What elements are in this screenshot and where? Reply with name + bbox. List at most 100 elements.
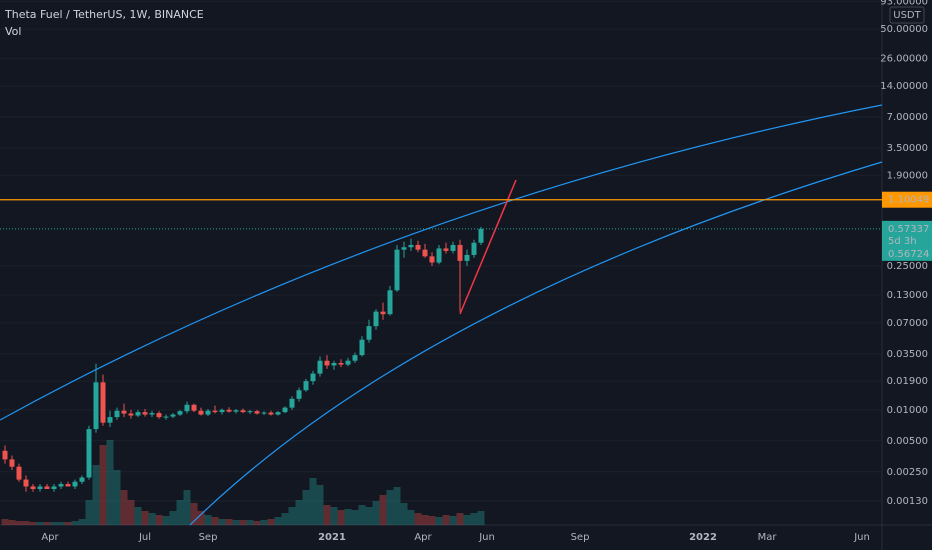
candle-body xyxy=(317,360,323,374)
volume-bar xyxy=(414,513,422,525)
volume-bar xyxy=(260,520,268,525)
volume-bar xyxy=(295,500,303,525)
volume-bar xyxy=(246,520,254,525)
volume-bar xyxy=(218,519,226,525)
candle-body xyxy=(226,409,232,412)
volume-bar xyxy=(36,522,44,525)
x-tick-label: Sep xyxy=(199,532,218,543)
y-tick-label: 0.25000 xyxy=(887,261,928,272)
candle-body xyxy=(170,414,176,417)
volume-bar xyxy=(274,517,282,525)
volume-bar xyxy=(267,519,275,525)
volume-bar xyxy=(78,519,86,525)
volume-bar xyxy=(393,487,401,525)
candle-body xyxy=(289,398,295,408)
volume-label: Vol xyxy=(5,25,21,38)
candle-body xyxy=(310,373,316,382)
volume-bar xyxy=(148,513,156,525)
volume-bar xyxy=(211,517,219,525)
volume-bar xyxy=(323,505,331,525)
candle-body xyxy=(79,477,85,482)
y-tick-label: 1.90000 xyxy=(887,170,928,181)
chart-title: Theta Fuel / TetherUS, 1W, BINANCE xyxy=(4,8,204,21)
candle-body xyxy=(331,363,337,366)
volume-bar xyxy=(204,515,212,525)
candle-body xyxy=(359,339,365,356)
volume-bar xyxy=(344,509,352,525)
fib-arc xyxy=(189,161,883,526)
volume-bar xyxy=(302,490,310,525)
candle-body xyxy=(128,413,134,416)
volume-bar xyxy=(428,516,436,525)
y-tick-label: 0.00500 xyxy=(887,436,928,447)
volume-bar xyxy=(407,510,415,525)
candle-body xyxy=(100,382,106,423)
volume-bar xyxy=(57,522,65,525)
candle-body xyxy=(107,417,113,423)
candle-body xyxy=(44,486,50,490)
volume-bar xyxy=(134,507,142,525)
candle-body xyxy=(72,481,78,487)
y-tick-label: 0.00130 xyxy=(887,496,928,507)
price-label: 0.56724 xyxy=(888,249,929,260)
volume-bar xyxy=(470,513,478,525)
y-tick-label: 0.01900 xyxy=(887,376,928,387)
candle-body xyxy=(415,244,421,250)
candle-body xyxy=(9,459,15,467)
candle-body xyxy=(121,410,127,414)
candle-body xyxy=(275,412,281,415)
candle-body xyxy=(422,249,428,257)
volume-bar xyxy=(183,490,191,525)
candle-body xyxy=(338,363,344,365)
volume-bar xyxy=(99,445,107,525)
candle-body xyxy=(205,410,211,415)
volume-bar xyxy=(442,515,450,525)
candle-body xyxy=(16,466,22,480)
candle-body xyxy=(2,450,8,460)
candle-body xyxy=(457,244,463,261)
volume-bar xyxy=(288,507,296,525)
x-tick-label: Sep xyxy=(571,532,590,543)
y-tick-label: 50.00000 xyxy=(880,24,928,35)
y-tick-label: 93.00000 xyxy=(880,0,928,7)
currency-box[interactable] xyxy=(889,6,925,24)
volume-bar xyxy=(477,511,485,525)
y-tick-label: 26.00000 xyxy=(880,53,928,64)
y-tick-label: 0.00250 xyxy=(887,467,928,478)
candle-body xyxy=(387,290,393,315)
countdown: 5d 3h xyxy=(888,236,917,247)
candle-body xyxy=(23,479,29,487)
plot-area xyxy=(0,0,882,525)
volume-bar xyxy=(64,522,72,525)
candle-body xyxy=(380,311,386,315)
volume-bar xyxy=(386,490,394,525)
level-label: 1.10049 xyxy=(888,195,929,206)
candle-body xyxy=(30,486,36,490)
volume-bar xyxy=(106,440,114,525)
volume-bar xyxy=(239,520,247,525)
volume-bar xyxy=(43,522,51,525)
volume-bar xyxy=(365,507,373,525)
candle-body xyxy=(135,412,141,416)
volume-bar xyxy=(281,513,289,525)
candle-body xyxy=(93,382,99,430)
candle-body xyxy=(149,413,155,415)
volume-bar xyxy=(176,500,184,525)
candle-body xyxy=(352,355,358,361)
price-label: 0.57337 xyxy=(888,224,929,235)
candle-body xyxy=(198,410,204,415)
candle-body xyxy=(436,248,442,263)
candle-body xyxy=(177,411,183,415)
volume-bar xyxy=(456,513,464,525)
y-tick-label: 14.00000 xyxy=(880,81,928,92)
candle-body xyxy=(240,410,246,413)
volume-bar xyxy=(449,516,457,525)
x-tick-label: Jul xyxy=(138,532,151,543)
volume-bar xyxy=(190,503,198,525)
fib-arc xyxy=(0,104,883,421)
candle-body xyxy=(37,486,43,490)
currency[interactable]: USDT xyxy=(893,10,921,21)
volume-bar xyxy=(232,520,240,525)
